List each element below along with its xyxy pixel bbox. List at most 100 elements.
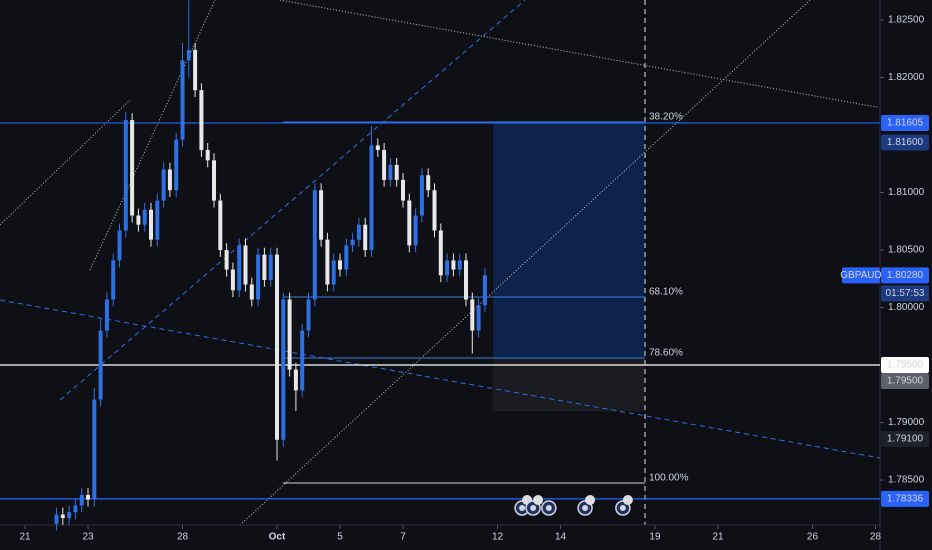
candle-body [413, 215, 418, 246]
x-tick-label: 14 [555, 532, 567, 543]
candle-body [199, 90, 204, 150]
x-tick-label: 12 [492, 532, 504, 543]
event-icon-core [530, 505, 537, 511]
candle-body [167, 169, 172, 191]
event-icon-core [619, 505, 626, 511]
countdown-box [881, 285, 929, 302]
event-icon-core [519, 505, 526, 511]
candle-body [457, 260, 462, 270]
candle-body [92, 399, 97, 500]
candle-body [161, 169, 166, 201]
candle-body [230, 269, 235, 291]
candle-body [438, 230, 443, 276]
candle-body [287, 299, 292, 370]
candle-body [212, 160, 217, 201]
y-tick-label: 1.82500 [888, 15, 925, 26]
candle-body [407, 200, 412, 246]
candle-body [312, 190, 317, 300]
candle-body [445, 260, 450, 276]
x-tick-label: 21 [19, 532, 31, 543]
candle-body [79, 494, 84, 506]
candle-body [174, 139, 179, 191]
candle-body [98, 330, 103, 400]
candle-body [464, 260, 469, 300]
candle-body [426, 175, 431, 191]
candle-body [224, 250, 229, 270]
event-count: 3 [524, 495, 530, 506]
event-count: 5 [535, 495, 541, 506]
candle-body [419, 175, 424, 216]
price-badge [881, 490, 929, 507]
fib-label: 38.20% [649, 112, 683, 123]
price-badge [881, 431, 929, 448]
price-badge [881, 114, 929, 131]
candle-body [338, 260, 343, 270]
x-tick-label: 28 [177, 532, 189, 543]
candle-body [356, 224, 361, 240]
candle-body [268, 254, 273, 280]
candle-body [300, 330, 305, 391]
candle-body [375, 145, 380, 150]
x-tick-label: 26 [807, 532, 819, 543]
fib-label: 68.10% [649, 287, 683, 298]
price-badge-label: 1.81605 [887, 118, 924, 129]
candle-body [369, 145, 374, 251]
candle-body [306, 299, 311, 331]
candle-body [382, 149, 387, 180]
candle-body [331, 260, 336, 285]
y-tick-label: 1.82000 [888, 72, 925, 83]
candle-body [180, 60, 185, 140]
y-tick-label: 1.78500 [888, 475, 925, 486]
candle-body [482, 275, 487, 306]
y-tick-label: 1.81000 [888, 187, 925, 198]
price-badge-label: 1.81600 [887, 137, 924, 148]
candle-body [249, 284, 254, 300]
price-badge [881, 357, 929, 374]
candle-body [149, 209, 154, 240]
x-tick-label: 21 [712, 532, 724, 543]
y-tick-label: 1.79000 [888, 417, 925, 428]
price-badge-label: 1.79500 [887, 360, 924, 371]
price-badge-label: 1.79500 [887, 376, 924, 387]
candle-body [117, 230, 122, 261]
price-badge [881, 373, 929, 390]
candle-body [470, 299, 475, 331]
candle-body [205, 149, 210, 161]
candle-body [111, 260, 116, 300]
x-tick-label: 7 [400, 532, 406, 543]
candle-body [476, 305, 481, 331]
event-icon-core [545, 505, 552, 511]
symbol-label: GBPAUD [840, 270, 882, 281]
candle-body [394, 164, 399, 180]
candle-body [432, 190, 437, 231]
event-count-badge [622, 495, 633, 505]
candle-body [262, 254, 267, 280]
price-badge-label: 1.78336 [887, 494, 924, 505]
candle-body [388, 164, 393, 180]
price-badge [881, 267, 929, 284]
channel-line [239, 0, 811, 526]
x-tick-label: 23 [82, 532, 94, 543]
event-icon-core [582, 505, 589, 511]
trend-line [59, 0, 526, 401]
event-count: 3 [587, 495, 593, 506]
candle-body [451, 260, 456, 270]
candle-body [243, 245, 248, 285]
candle-body [67, 512, 72, 518]
candle-body [293, 369, 298, 391]
candle-body [123, 120, 128, 231]
candle-body [344, 245, 349, 270]
candle-body [193, 49, 198, 91]
candle-body [136, 215, 141, 225]
event-count-badge [585, 495, 596, 505]
candle-body [73, 505, 78, 513]
channel-line [0, 99, 131, 226]
candle-body [363, 224, 368, 251]
candle-body [325, 239, 330, 285]
candle-body [130, 120, 135, 216]
target-zone [493, 122, 645, 358]
candle-body [319, 190, 324, 240]
candle-body [401, 179, 406, 201]
candle-body [186, 49, 191, 61]
